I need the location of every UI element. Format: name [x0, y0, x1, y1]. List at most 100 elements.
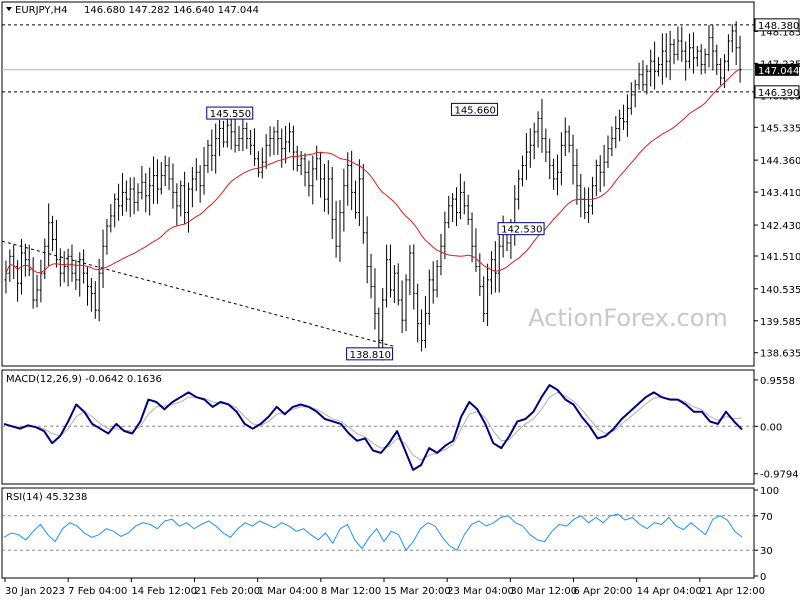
candle [16, 260, 20, 302]
candle [171, 163, 175, 209]
candle [334, 200, 338, 258]
candle [571, 134, 575, 185]
candle [319, 151, 323, 198]
candle [400, 280, 404, 334]
candle [369, 253, 373, 299]
candle [35, 274, 39, 308]
candlestick-series [4, 21, 742, 361]
candle [120, 172, 124, 216]
candle [641, 60, 645, 92]
candle [140, 166, 144, 200]
trendline-segment[interactable] [1, 240, 395, 347]
candle [272, 126, 276, 156]
candle [699, 44, 703, 75]
candle [587, 187, 591, 223]
candle [70, 244, 74, 282]
candle [284, 126, 288, 164]
time-tick-label: 6 Apr 20:00 [574, 586, 633, 597]
price-pane[interactable] [1, 1, 755, 367]
candle [373, 268, 377, 330]
candle [478, 253, 482, 296]
collapse-triangle-icon[interactable] [6, 7, 12, 11]
price-tick-label: 148.185 [760, 27, 800, 38]
macd-tick-label: 0.00 [760, 422, 782, 433]
price-tick-label: 139.585 [760, 317, 800, 328]
candle [167, 157, 171, 190]
candle [136, 183, 140, 212]
time-tick-label: 23 Mar 04:00 [447, 586, 514, 597]
annotation-label: 142.530 [501, 225, 542, 236]
candle [322, 163, 326, 212]
rsi-tick-label: 30 [760, 546, 773, 557]
candle [307, 160, 311, 197]
candle [497, 235, 501, 293]
candle [598, 155, 602, 193]
candle [128, 177, 132, 217]
candle [179, 180, 183, 217]
candle [233, 114, 237, 153]
rsi-tick-label: 0 [760, 572, 766, 583]
candle [377, 307, 381, 352]
candle [602, 144, 606, 187]
candle [113, 193, 117, 228]
level-tag [754, 18, 800, 32]
candle [78, 252, 82, 297]
candle [54, 219, 58, 268]
macd-pane[interactable] [1, 369, 755, 485]
price-tick-label: 138.635 [760, 349, 800, 360]
candle [594, 159, 598, 197]
candle [660, 33, 664, 85]
candle [291, 125, 295, 171]
candle [280, 128, 284, 168]
price-tick-label: 144.360 [760, 156, 800, 167]
annotation-box[interactable] [450, 102, 498, 116]
moving-average-series [5, 68, 741, 274]
level-label: 148.380 [758, 21, 799, 32]
annotation-box[interactable] [206, 106, 254, 120]
candle [218, 119, 222, 157]
ohlc-readout: 146.680 147.282 146.640 147.044 [84, 5, 259, 16]
candle [462, 181, 466, 215]
candle [74, 259, 78, 290]
time-tick-label: 14 Feb 12:00 [131, 586, 197, 597]
candle [105, 218, 109, 255]
candle [408, 245, 412, 295]
candle [354, 180, 358, 219]
candle [62, 251, 66, 283]
rsi-pane[interactable] [1, 487, 755, 579]
candle [416, 283, 420, 343]
candle [152, 156, 156, 204]
candle [629, 82, 633, 115]
time-tick-label: 30 Mar 12:00 [510, 586, 577, 597]
candle [707, 25, 711, 68]
candle [163, 155, 167, 187]
candle [645, 64, 649, 95]
candle [691, 32, 695, 74]
trendline[interactable] [1, 240, 395, 347]
candle [23, 243, 27, 277]
annotation-box[interactable] [346, 347, 394, 361]
candle [315, 145, 319, 181]
candle [245, 122, 249, 150]
candle [392, 265, 396, 304]
candle [82, 249, 86, 284]
candle [455, 187, 459, 227]
candle [51, 215, 55, 252]
candle [544, 128, 548, 163]
macd-signal-line [3, 391, 743, 461]
candle [299, 150, 303, 176]
candle [175, 183, 179, 226]
candle [625, 94, 629, 137]
candle [521, 155, 525, 187]
candle [420, 309, 424, 352]
candle [47, 203, 51, 266]
candle [361, 164, 365, 244]
time-tick-label: 1 Mar 04:00 [258, 586, 318, 597]
candle [719, 58, 723, 86]
price-annotations: 145.550 138.810 145.660 142.530 [206, 102, 545, 361]
annotation-box[interactable] [497, 222, 545, 236]
candle [695, 45, 699, 67]
time-tick-label: 15 Mar 20:00 [384, 586, 451, 597]
candle [423, 295, 427, 349]
candle [676, 26, 680, 61]
